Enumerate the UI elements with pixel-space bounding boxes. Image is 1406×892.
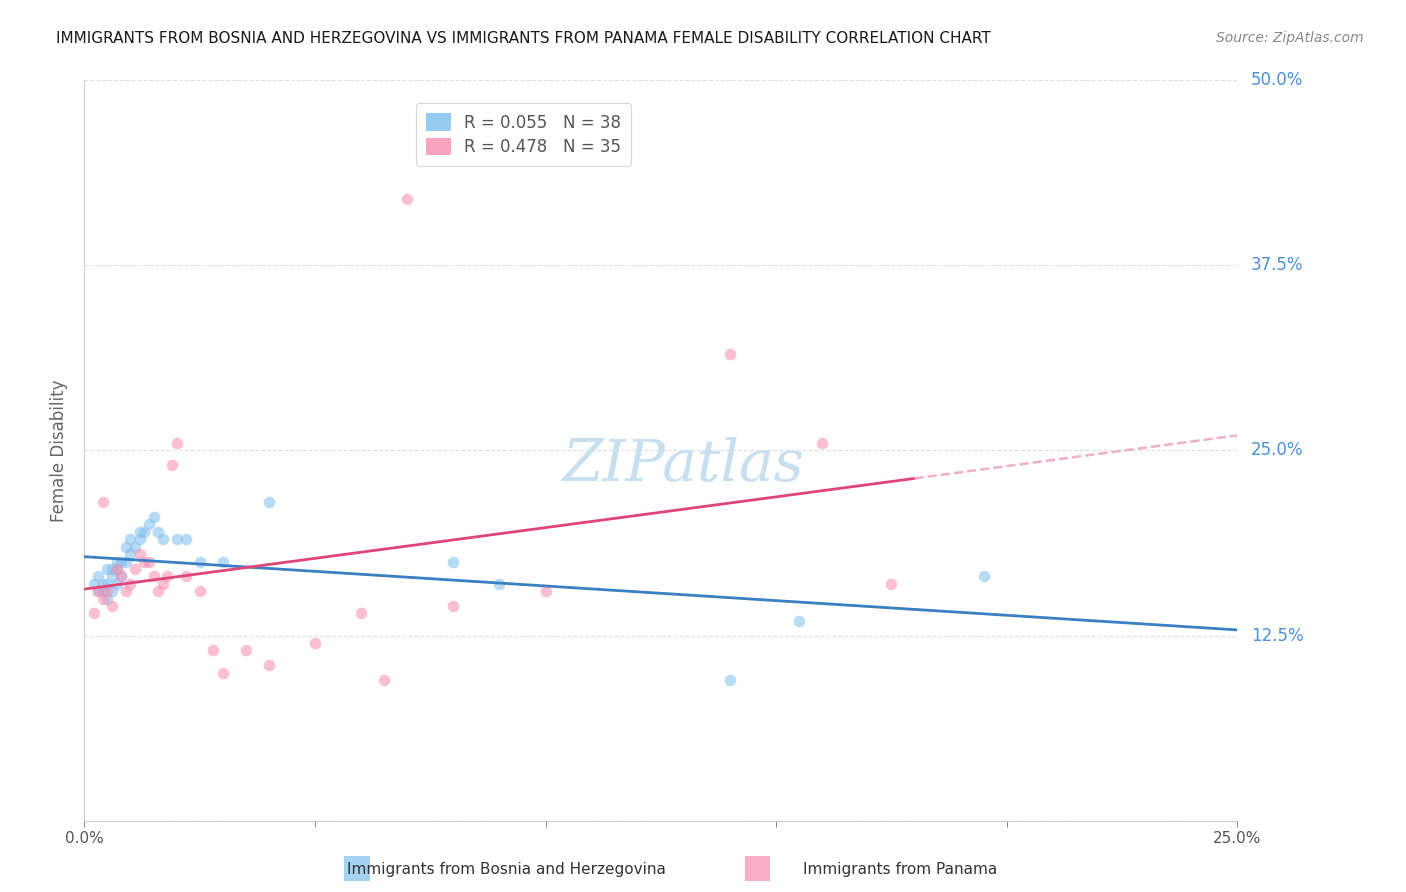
Point [146, 584, 169, 599]
Point [160, 458, 183, 473]
Point [87, 569, 110, 583]
Point [166, 436, 188, 450]
Legend: R = 0.055   N = 38, R = 0.478   N = 35: R = 0.055 N = 38, R = 0.478 N = 35 [416, 103, 631, 167]
Point [83, 607, 105, 621]
Point [101, 569, 124, 583]
Point [146, 524, 169, 539]
Text: Immigrants from Bosnia and Herzegovina: Immigrants from Bosnia and Herzegovina [347, 863, 665, 877]
Y-axis label: Female Disability: Female Disability [51, 379, 69, 522]
Point [101, 584, 124, 599]
Point [235, 643, 257, 657]
Point [166, 533, 188, 547]
Point [110, 569, 132, 583]
Text: Source: ZipAtlas.com: Source: ZipAtlas.com [1216, 31, 1364, 45]
Point [120, 533, 142, 547]
Point [142, 569, 165, 583]
Point [138, 517, 160, 532]
Point [105, 576, 128, 591]
Text: 50.0%: 50.0% [1251, 71, 1303, 89]
Point [101, 599, 124, 613]
Point [304, 636, 326, 650]
Text: 25.0%: 25.0% [1251, 442, 1303, 459]
Point [105, 555, 128, 569]
Point [257, 658, 280, 673]
Point [91, 576, 114, 591]
Point [120, 547, 142, 561]
Point [87, 584, 110, 599]
Point [110, 569, 132, 583]
Point [718, 347, 741, 361]
Point [534, 584, 557, 599]
Point [211, 665, 233, 680]
Point [396, 192, 419, 206]
Point [787, 614, 810, 628]
Point [441, 555, 464, 569]
Point [134, 555, 156, 569]
Point [110, 555, 132, 569]
Text: 37.5%: 37.5% [1251, 256, 1303, 275]
Text: Immigrants from Panama: Immigrants from Panama [803, 863, 997, 877]
Point [124, 562, 146, 576]
Point [811, 436, 834, 450]
Point [124, 540, 146, 554]
Point [101, 562, 124, 576]
Point [96, 584, 118, 599]
Point [91, 591, 114, 606]
Point [96, 591, 118, 606]
Point [87, 584, 110, 599]
Point [156, 569, 179, 583]
Text: 12.5%: 12.5% [1251, 626, 1303, 645]
Point [91, 495, 114, 509]
Point [174, 533, 197, 547]
Point [115, 555, 138, 569]
Point [373, 673, 395, 687]
Point [96, 576, 118, 591]
Point [188, 555, 211, 569]
Point [142, 510, 165, 524]
Point [138, 555, 160, 569]
Point [115, 584, 138, 599]
Point [152, 576, 174, 591]
Point [350, 607, 373, 621]
Point [718, 673, 741, 687]
Point [105, 562, 128, 576]
Text: IMMIGRANTS FROM BOSNIA AND HERZEGOVINA VS IMMIGRANTS FROM PANAMA FEMALE DISABILI: IMMIGRANTS FROM BOSNIA AND HERZEGOVINA V… [56, 31, 991, 46]
Point [441, 599, 464, 613]
Text: ZIPatlas: ZIPatlas [562, 437, 804, 493]
Point [96, 562, 118, 576]
Point [174, 569, 197, 583]
Point [128, 533, 150, 547]
Point [257, 495, 280, 509]
Point [202, 643, 225, 657]
Point [973, 569, 995, 583]
Point [488, 576, 510, 591]
Point [105, 562, 128, 576]
Point [152, 533, 174, 547]
Point [91, 584, 114, 599]
Point [115, 540, 138, 554]
Point [211, 555, 233, 569]
Point [83, 576, 105, 591]
Point [134, 524, 156, 539]
Point [120, 576, 142, 591]
Point [188, 584, 211, 599]
Point [880, 576, 903, 591]
Point [128, 547, 150, 561]
Point [128, 524, 150, 539]
